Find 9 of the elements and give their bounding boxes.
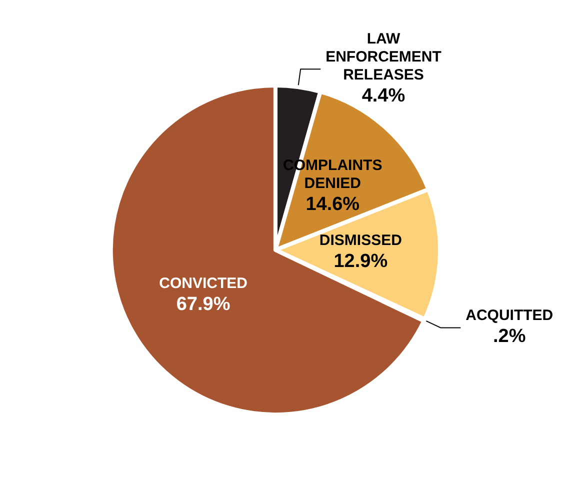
data-label: 12.9% [334, 250, 388, 272]
slice-label: LAW ENFORCEMENT RELEASES [326, 30, 442, 84]
data-label: 14.6% [306, 194, 360, 216]
slice-label: ACQUITTED [466, 307, 554, 324]
data-label: 67.9% [176, 294, 230, 315]
slice-label: DISMISSED [319, 232, 402, 249]
data-label: .2% [492, 326, 526, 348]
slice-label: CONVICTED [159, 274, 248, 292]
data-label: 4.4% [362, 86, 406, 107]
